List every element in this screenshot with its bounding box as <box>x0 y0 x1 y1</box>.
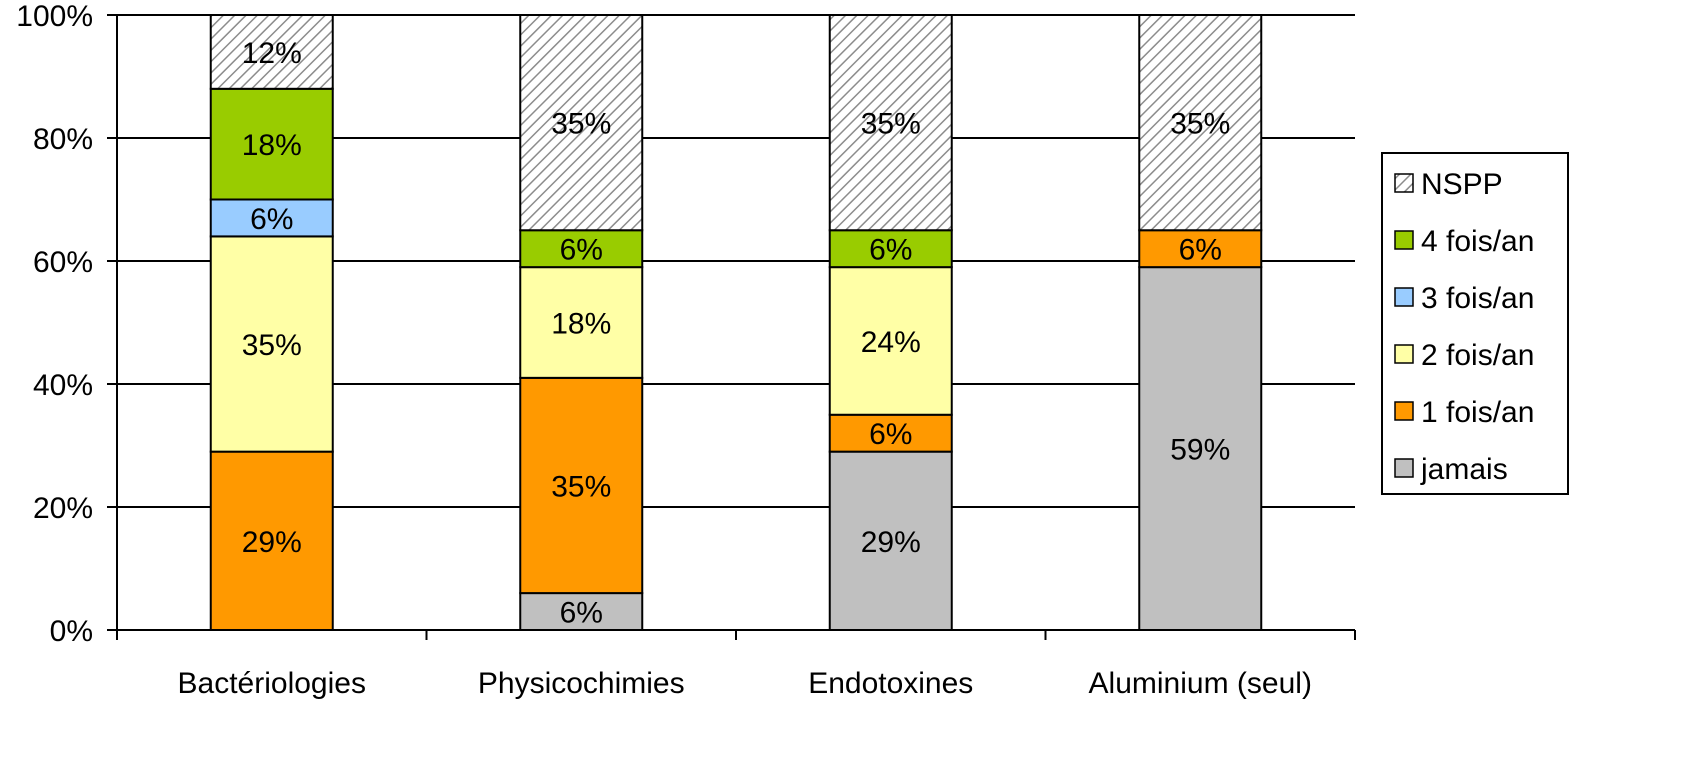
y-tick-label: 40% <box>33 369 93 402</box>
legend-label: NSPP <box>1421 168 1503 201</box>
legend-swatch <box>1394 287 1414 307</box>
data-label: 35% <box>242 329 302 362</box>
legend-label: 3 fois/an <box>1421 282 1534 315</box>
bar-segment <box>519 592 644 631</box>
y-tick-label: 20% <box>33 492 93 525</box>
data-label: 6% <box>1179 234 1222 267</box>
bar-segment <box>1138 266 1263 631</box>
bar-segment <box>828 229 953 269</box>
data-label: 18% <box>242 129 302 162</box>
axes <box>107 14 1356 640</box>
data-label: 6% <box>560 597 603 630</box>
bar-segment <box>519 376 644 595</box>
bars <box>209 14 1263 631</box>
bar-segment <box>209 198 334 238</box>
x-category-label: Physicochimies <box>478 667 685 700</box>
legend-swatch <box>1394 401 1414 421</box>
legend: NSPP 4 fois/an 3 fois/an 2 fois/an 1 fois/an… <box>1381 152 1569 495</box>
legend-swatch <box>1394 173 1414 193</box>
legend-swatch <box>1394 230 1414 250</box>
x-category-label: Bactériologies <box>178 667 366 700</box>
data-label: 35% <box>551 108 611 141</box>
legend-label: jamais <box>1420 453 1508 486</box>
legend-label: 2 fois/an <box>1421 339 1534 372</box>
data-label: 6% <box>560 234 603 267</box>
data-labels: 29% 35% 6% 18% 12% 6% 35% 18% 6% 35% 29% 6% 24% 6% 35%… <box>242 37 1231 630</box>
legend-box <box>1381 152 1569 495</box>
legend-label: 4 fois/an <box>1421 225 1534 258</box>
data-label: 29% <box>242 526 302 559</box>
bar-segment <box>828 14 953 232</box>
bar-segment <box>209 14 334 90</box>
bar-segment <box>828 450 953 631</box>
bar-segment <box>1138 14 1263 232</box>
data-label: 29% <box>861 526 921 559</box>
y-tick-label: 60% <box>33 246 93 279</box>
legend-label: 1 fois/an <box>1421 396 1534 429</box>
x-category-label: Aluminium (seul) <box>1089 667 1312 700</box>
data-label: 35% <box>1170 108 1230 141</box>
y-tick-label: 80% <box>33 123 93 156</box>
data-label: 59% <box>1170 434 1230 467</box>
data-label: 18% <box>551 308 611 341</box>
data-label: 6% <box>869 418 912 451</box>
data-label: 35% <box>551 470 611 503</box>
bar-segment <box>209 235 334 453</box>
data-label: 35% <box>861 108 921 141</box>
y-axis-ticks: 0% 20% 40% 60% 80% 100% <box>16 0 93 648</box>
legend-swatch <box>1394 344 1414 364</box>
x-axis-categories: Bactériologies Physicochimies Endotoxines A… <box>178 667 1312 700</box>
data-label: 6% <box>250 203 293 236</box>
y-tick-label: 0% <box>50 615 93 648</box>
data-label: 24% <box>861 326 921 359</box>
y-tick-label: 100% <box>16 0 93 33</box>
bar-segment <box>519 14 644 232</box>
x-category-label: Endotoxines <box>808 667 973 700</box>
legend-swatch <box>1394 458 1414 478</box>
bar-segment <box>828 266 953 416</box>
data-label: 6% <box>869 234 912 267</box>
data-label: 12% <box>242 37 302 70</box>
bar-segment <box>519 266 644 379</box>
